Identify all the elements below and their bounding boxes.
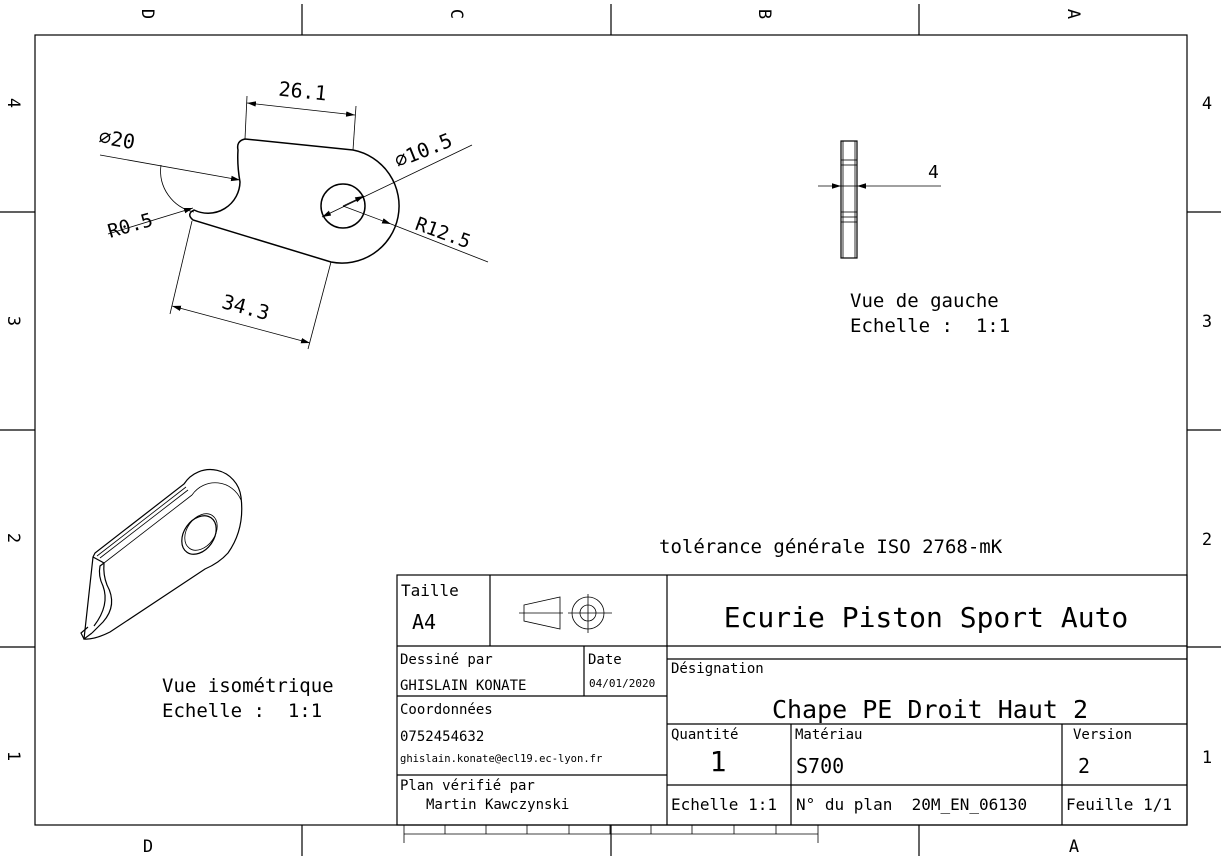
verif-label: Plan vérifié par	[400, 778, 535, 794]
echelle-value: Echelle 1:1	[671, 795, 777, 814]
version-value: 2	[1078, 754, 1090, 778]
iso-view-caption-scale: Echelle : 1:1	[162, 700, 322, 722]
tolerance-note: tolérance générale ISO 2768-mK	[659, 536, 1003, 558]
quantite-label: Quantité	[671, 727, 738, 743]
zone-label-top-c: C	[446, 9, 466, 19]
dessine-value: GHISLAIN KONATE	[400, 678, 526, 694]
zone-label-left-2: 2	[3, 533, 23, 543]
version-label: Version	[1073, 727, 1132, 743]
title-block	[396, 574, 1188, 843]
date-value: 04/01/2020	[589, 677, 655, 690]
projection-symbol-icon	[519, 594, 612, 633]
plan-number: N° du plan 20M_EN_06130	[796, 795, 1027, 814]
dim-dia-notch: ∅20	[97, 124, 137, 154]
zone-label-right-3: 3	[1202, 312, 1212, 332]
zone-label-top-b: B	[754, 9, 774, 19]
isometric-view	[80, 468, 243, 640]
phone-value: 0752454632	[400, 729, 484, 745]
dim-dia-hole: ∅10.5	[391, 128, 456, 173]
zone-label-right-2: 2	[1202, 530, 1212, 550]
iso-view-caption-title: Vue isométrique	[162, 675, 334, 697]
zone-label-bottom-d: D	[143, 837, 153, 856]
date-label: Date	[588, 652, 622, 668]
company-name: Ecurie Piston Sport Auto	[724, 601, 1129, 634]
materiau-label: Matériau	[795, 727, 862, 743]
zone-label-left-4: 4	[3, 98, 23, 108]
quantite-value: 1	[710, 745, 727, 778]
zone-label-top-a: A	[1063, 9, 1083, 19]
left-view: 4	[818, 140, 941, 259]
dim-thickness: 4	[928, 162, 939, 183]
dim-r-end: R12.5	[412, 213, 473, 253]
drawing-frame	[0, 4, 1221, 856]
zone-label-right-1: 1	[1202, 748, 1212, 768]
dim-r-small: R0.5	[105, 209, 155, 243]
materiau-value: S700	[796, 754, 844, 778]
coord-label: Coordonnées	[400, 702, 493, 718]
dim-length: 34.3	[219, 289, 272, 325]
scale-ruler	[403, 825, 819, 843]
feuille-value: Feuille 1/1	[1066, 795, 1172, 814]
zone-label-top-d: D	[137, 9, 157, 19]
taille-value: A4	[412, 610, 436, 634]
zone-label-right-4: 4	[1202, 94, 1212, 114]
left-view-caption-scale: Echelle : 1:1	[850, 315, 1010, 337]
zone-label-left-1: 1	[3, 751, 23, 761]
zone-label-bottom-a: A	[1069, 837, 1079, 856]
part-hole	[320, 183, 366, 229]
part-outline	[189, 138, 400, 264]
email-value: ghislain.konate@ecl19.ec-lyon.fr	[400, 753, 602, 765]
designation-label: Désignation	[671, 661, 764, 677]
zone-label-left-3: 3	[3, 316, 23, 326]
designation-value: Chape PE Droit Haut 2	[772, 695, 1088, 724]
verif-value: Martin Kawczynski	[426, 797, 569, 813]
dessine-label: Dessiné par	[400, 652, 493, 668]
dim-width-top: 26.1	[278, 77, 328, 106]
taille-label: Taille	[401, 581, 459, 600]
top-view: 26.1 ∅20 R0.5 ∅10.5 R12.5 34.3	[97, 77, 489, 350]
left-view-caption-title: Vue de gauche	[850, 290, 999, 312]
